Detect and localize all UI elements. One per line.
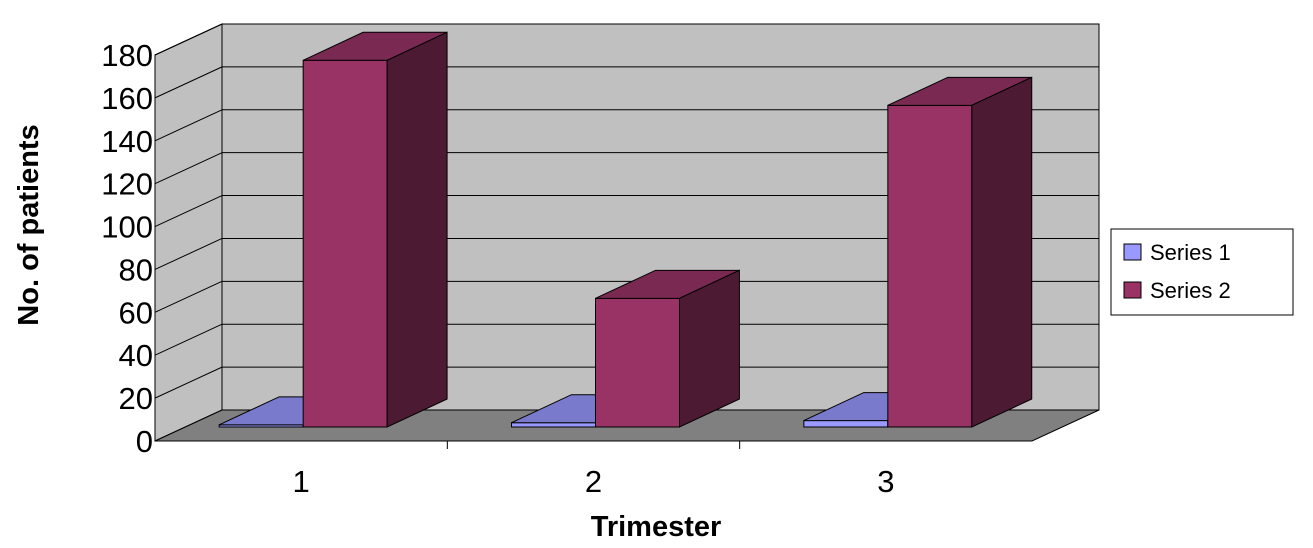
gridline-side [154,23,223,56]
y-tick-label: 100 [101,210,153,245]
x-tick-label: 3 [877,464,894,499]
x-tick-label: 1 [293,464,310,499]
y-tick-label: 40 [119,338,153,373]
gridline-side [154,280,223,313]
bar-front [511,422,596,428]
y-axis-title: No. of patients [13,124,45,325]
legend: Series 1 Series 2 [1110,228,1294,316]
legend-label-series-2: Series 2 [1150,278,1231,303]
y-tick-label: 180 [101,38,153,73]
bar-front [803,420,889,428]
legend-box [1110,228,1294,316]
bars [218,31,1033,428]
bar-side [679,269,740,428]
bar-front [595,297,680,428]
y-tick-label: 80 [119,252,153,287]
bar-front [887,104,973,428]
x-axis-title: Trimester [591,511,722,543]
bar-side [971,76,1033,428]
gridline-side [154,152,223,185]
x-tick-label: 2 [585,464,602,499]
gridline-side [154,109,223,142]
y-tick-label: 140 [101,124,153,159]
legend-swatch-series-1 [1123,243,1142,261]
gridline-side [154,237,223,270]
legend-label-series-1: Series 1 [1150,240,1231,265]
gridline-side [154,195,223,228]
bar-series-2-cat-2 [595,269,740,428]
gridline-side [154,323,223,356]
bar-side [386,31,448,428]
y-tick-label: 120 [101,167,153,202]
bar-series-2-cat-1 [302,31,448,428]
y-tick-label: 160 [101,81,153,116]
x-axis-ticks: 1 2 3 [293,441,894,499]
y-axis-ticks: 0 20 40 60 80 100 120 140 160 180 [101,38,153,459]
gridline-side [154,66,223,99]
bar-front [302,59,388,428]
bar-series-2-cat-3 [887,76,1033,428]
side-wall [154,23,223,442]
y-tick-label: 20 [119,381,153,416]
legend-swatch-series-2 [1123,281,1142,299]
y-tick-label: 60 [119,295,153,330]
y-tick-label: 0 [136,424,153,459]
gridline-side [154,366,223,399]
